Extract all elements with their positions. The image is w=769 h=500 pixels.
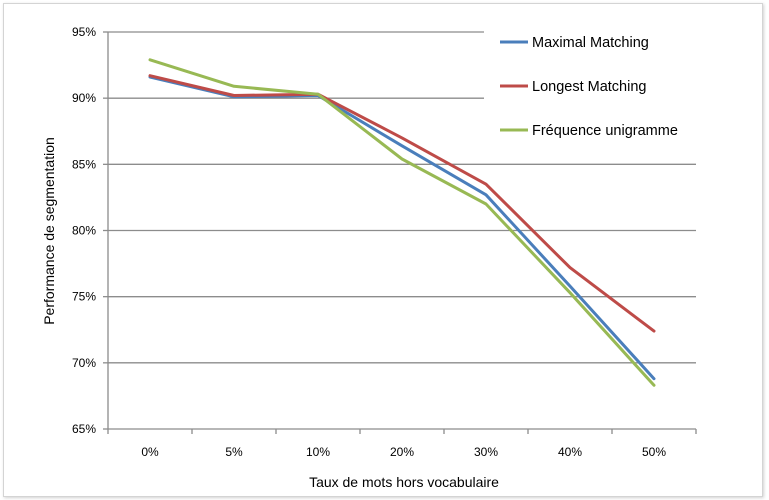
series-lines (148, 58, 656, 387)
y-tick-label: 75% (72, 290, 96, 304)
y-tick-label: 65% (72, 422, 96, 436)
series-line-2 (148, 74, 656, 333)
y-tick-label: 70% (72, 356, 96, 370)
series-line-3 (148, 58, 656, 387)
x-tick-label: 5% (225, 445, 243, 459)
y-axis-title: Performance de segmentation (41, 137, 57, 325)
x-tick-label: 0% (141, 445, 159, 459)
x-tick-label: 30% (474, 445, 498, 459)
y-tick-label: 85% (72, 157, 96, 171)
legend-label: Maximal Matching (532, 35, 649, 51)
y-tick-label: 95% (72, 25, 96, 39)
y-tick-label: 90% (72, 91, 96, 105)
axes: 95% 90% 85% 80% 75% 70% 65% 0% 5% 10% 20% 30% 40% 50% (72, 25, 697, 459)
x-tick-label: 40% (558, 445, 582, 459)
x-tick-label: 10% (306, 445, 330, 459)
x-axis-title: Taux de mots hors vocabulaire (309, 474, 499, 490)
y-tick-label: 80% (72, 224, 96, 238)
x-tick-label: 50% (642, 445, 666, 459)
legend: Maximal Matching Longest Matching Fréquenc… (484, 22, 699, 142)
x-tick-label: 20% (390, 445, 414, 459)
legend-label: Longest Matching (532, 79, 646, 95)
legend-label: Fréquence unigramme (532, 123, 678, 139)
